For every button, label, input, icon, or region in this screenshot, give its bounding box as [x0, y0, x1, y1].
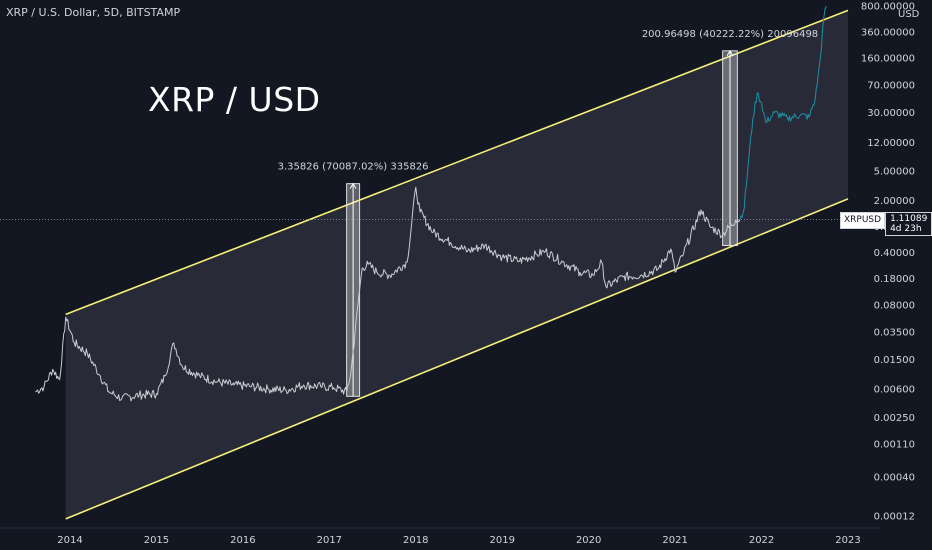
- channel-fill: [65, 10, 848, 519]
- price-tag-value: 1.11089 4d 23h: [885, 211, 932, 236]
- y-tick-label: 800.00000: [861, 2, 915, 13]
- channel-lower-line[interactable]: [65, 198, 849, 520]
- measure-arrow-head-1: [349, 182, 357, 189]
- projection-series-line[interactable]: [739, 5, 827, 220]
- y-tick-label: 160.00000: [861, 54, 915, 65]
- x-tick-label: 2017: [317, 535, 342, 546]
- x-tick-label: 2019: [489, 535, 514, 546]
- measure-label-1: 3.35826 (70087.02%) 335826: [278, 162, 429, 173]
- series-layer: [35, 5, 827, 402]
- y-tick-label: 30.00000: [867, 108, 915, 119]
- x-tick-label: 2021: [662, 535, 687, 546]
- price-series-line[interactable]: [35, 186, 741, 402]
- y-tick-label: 0.08000: [874, 300, 915, 311]
- y-tick-label: 0.00012: [874, 512, 915, 523]
- measure-label-2: 200.96498 (40222.22%) 20096498: [642, 29, 818, 40]
- price-tag-countdown: 4d 23h: [890, 223, 922, 234]
- channel-layer: [65, 9, 849, 520]
- y-tick-label: 0.03500: [874, 327, 915, 338]
- x-axis[interactable]: 2014 2015 2016 2017 2018 2019 2020 2021 2022 2023: [0, 527, 880, 546]
- price-tag: XRPUSD 1.11089 4d 23h: [840, 211, 932, 236]
- x-tick-label: 2018: [403, 535, 428, 546]
- y-tick-label: 0.18000: [874, 274, 915, 285]
- measure-arrow-head-2: [726, 49, 734, 57]
- y-tick-label: 70.00000: [867, 81, 915, 92]
- y-tick-label: 0.00040: [874, 472, 915, 483]
- channel-upper-line[interactable]: [65, 9, 849, 316]
- y-tick-label: 5.00000: [874, 166, 915, 177]
- x-tick-label: 2020: [576, 535, 601, 546]
- y-tick-label: 0.00600: [874, 385, 915, 396]
- y-tick-label: 360.00000: [861, 27, 915, 38]
- y-axis[interactable]: 800.00000 360.00000 160.00000 70.00000 30.00…: [861, 2, 915, 523]
- x-tick-label: 2014: [57, 535, 82, 546]
- x-tick-label: 2015: [144, 535, 169, 546]
- x-tick-label: 2022: [749, 535, 774, 546]
- axis-unit-label: USD: [898, 9, 920, 20]
- x-tick-label: 2023: [835, 535, 860, 546]
- y-tick-label: 12.00000: [867, 138, 915, 149]
- y-tick-label: 0.01500: [874, 355, 915, 366]
- chart-title: XRP / USD: [148, 80, 321, 119]
- y-tick-label: 2.00000: [874, 196, 915, 207]
- price-tag-price: 1.11089: [890, 213, 928, 224]
- y-tick-label: 0.00250: [874, 413, 915, 424]
- x-tick-label: 2016: [230, 535, 255, 546]
- price-tag-symbol: XRPUSD: [840, 211, 886, 229]
- y-tick-label: 0.40000: [874, 248, 915, 259]
- y-tick-label: 0.00110: [874, 440, 915, 451]
- symbol-title: XRP / U.S. Dollar, 5D, BITSTAMP: [6, 6, 181, 19]
